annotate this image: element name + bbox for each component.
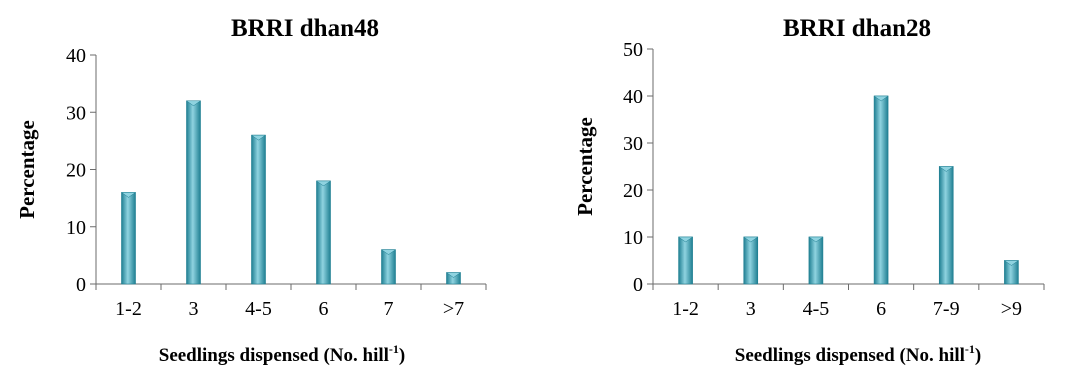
y-tick-label: 40 xyxy=(66,45,86,67)
y-tick-label: 0 xyxy=(633,274,643,296)
x-tick-label: 7 xyxy=(384,298,394,320)
bar xyxy=(873,95,889,285)
chart-title: BRRI dhan48 xyxy=(231,15,379,42)
y-tick-label: 40 xyxy=(623,86,643,108)
x-tick-label: 4-5 xyxy=(803,298,830,320)
bar xyxy=(938,166,954,285)
bar-cap xyxy=(1003,260,1020,266)
x-tick-label: >7 xyxy=(443,298,464,320)
x-axis-label: Seedlings dispensed (No. hill-1) xyxy=(735,342,982,366)
x-tick-label: 6 xyxy=(876,298,886,320)
bar xyxy=(808,236,824,285)
y-tick-label: 50 xyxy=(623,39,643,61)
bar-cap xyxy=(742,236,759,243)
y-tick-label: 20 xyxy=(623,180,643,202)
x-tick-label: 3 xyxy=(746,298,756,320)
bar xyxy=(678,236,693,285)
bar-cap xyxy=(315,180,332,187)
y-tick-label: 20 xyxy=(66,160,86,182)
y-tick-label: 30 xyxy=(66,102,86,124)
x-tick-label: 7-9 xyxy=(933,298,960,320)
x-tick-label: 1-2 xyxy=(115,298,142,320)
bar-cap xyxy=(185,100,202,107)
chart-title: BRRI dhan28 xyxy=(783,15,931,42)
bar xyxy=(186,100,201,285)
x-tick-label: 3 xyxy=(189,298,199,320)
bar-cap xyxy=(445,272,462,278)
x-tick-label: 1-2 xyxy=(672,298,699,320)
y-tick-label: 10 xyxy=(66,217,86,239)
chart-2: BRRI dhan28 0 10 20 30 40 50 1-2 3 4-5 6 7-9 >9 Seedl… xyxy=(573,15,1045,366)
y-axis-label: Percentage xyxy=(15,120,39,219)
x-tick-label: >9 xyxy=(1001,298,1022,320)
x-tick-label: 6 xyxy=(319,298,329,320)
bar xyxy=(743,236,759,285)
bar xyxy=(316,180,331,285)
x-tick-label: 4-5 xyxy=(245,298,272,320)
bar-cap xyxy=(938,166,955,172)
bar-cap xyxy=(873,95,889,102)
bar-cap xyxy=(120,192,137,198)
bar-cap xyxy=(250,134,267,141)
chart-1: BRRI dhan48 0 10 20 30 40 1-2 3 4-5 6 7 >7 Seedlings… xyxy=(15,15,487,366)
bar xyxy=(251,134,266,285)
bar-cap xyxy=(808,236,824,243)
y-tick-label: 30 xyxy=(623,133,643,155)
x-axis-label: Seedlings dispensed (No. hill-1) xyxy=(159,342,406,366)
bar xyxy=(121,192,136,285)
y-tick-label: 10 xyxy=(623,227,643,249)
bar-cap xyxy=(677,236,694,243)
y-tick-label: 0 xyxy=(76,274,86,296)
y-axis-label: Percentage xyxy=(573,117,597,216)
bar-cap xyxy=(380,249,397,255)
